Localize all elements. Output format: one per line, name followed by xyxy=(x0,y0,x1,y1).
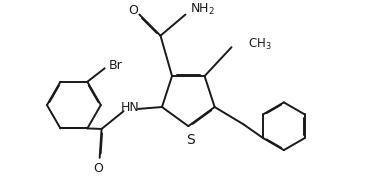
Text: HN: HN xyxy=(120,101,139,114)
Text: CH$_3$: CH$_3$ xyxy=(248,36,271,52)
Text: Br: Br xyxy=(109,59,122,72)
Text: NH$_2$: NH$_2$ xyxy=(190,2,215,17)
Text: O: O xyxy=(93,162,103,175)
Text: O: O xyxy=(129,4,138,17)
Text: S: S xyxy=(186,133,194,147)
